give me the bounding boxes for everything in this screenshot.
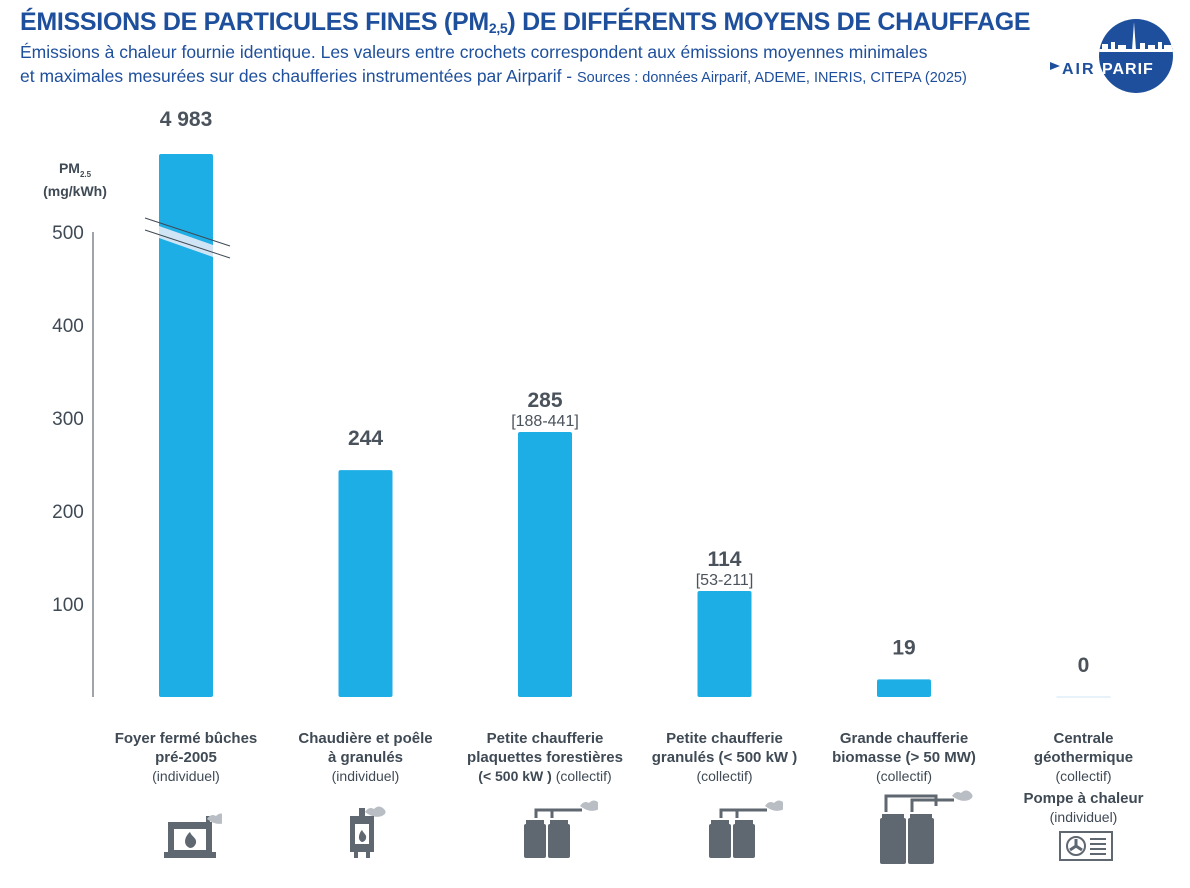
category-sub: (collectif) xyxy=(1055,768,1112,784)
data-label: 244 xyxy=(348,427,383,450)
airparif-logo: AIR PARIF xyxy=(1050,19,1173,93)
category-label: Petite chaufferie plaquettes forestières (… xyxy=(455,729,635,786)
bar xyxy=(338,470,393,697)
bar xyxy=(697,590,752,697)
data-label: 285 xyxy=(527,389,562,412)
category-label: Petite chaufferie granulés (< 500 kW ) (co… xyxy=(635,729,815,786)
y-tick-label: 500 xyxy=(52,223,84,244)
y-tick-label: 100 xyxy=(52,595,84,616)
bar xyxy=(518,431,572,697)
y-axis-label: PM2.5 xyxy=(58,160,92,179)
category-line: Centrale xyxy=(1053,730,1114,747)
category-line: granulés (< 500 kW ) xyxy=(651,749,798,766)
category-label: Centrale géothermique (collectif) Pompe à c… xyxy=(994,729,1174,827)
category-label: Foyer fermé bûches pré-2005 (individuel) xyxy=(96,729,276,786)
large-biomass-plant-icon xyxy=(876,790,976,871)
category-label: Chaudière et poêle à granulés (individuel) xyxy=(276,729,456,786)
category-line: Foyer fermé bûches xyxy=(114,730,258,747)
axis-break-line xyxy=(144,229,231,259)
category-sub: (< 500 kW ) (collectif) xyxy=(478,768,612,784)
category-sub: (individuel) xyxy=(331,768,400,784)
range-label: [53-211] xyxy=(696,572,754,589)
small-boiler-plant-icon xyxy=(703,800,786,865)
chart-title: ÉMISSIONS DE PARTICULES FINES (PM2,5) DE… xyxy=(20,8,1031,36)
fireplace-icon xyxy=(162,812,228,867)
y-tick-label: 300 xyxy=(52,409,84,430)
svg-text:AIR: AIR xyxy=(1062,61,1096,78)
chart-subtitle-line2: et maximales mesurées sur des chaufferie… xyxy=(20,66,967,86)
category-line: à granulés xyxy=(327,749,404,766)
chart-subtitle-line1: Émissions à chaleur fournie identique. L… xyxy=(20,42,928,62)
category-label: Grande chaufferie biomasse (> 50 MW) (coll… xyxy=(814,729,994,786)
category-line: Grande chaufferie xyxy=(839,730,969,747)
data-label: 19 xyxy=(892,636,915,659)
category-line: Petite chaufferie xyxy=(486,730,604,747)
category-extra-sub: (individuel) xyxy=(1049,809,1118,825)
svg-text:PARIF: PARIF xyxy=(1102,61,1154,78)
bar xyxy=(877,679,931,697)
small-boiler-plant-icon xyxy=(518,800,601,865)
category-line: biomasse (> 50 MW) xyxy=(832,749,976,766)
axis-break-band xyxy=(159,226,213,257)
chart-sources: Sources : données Airparif, ADEME, INERI… xyxy=(577,70,967,86)
category-sub: (collectif) xyxy=(875,768,932,784)
category-line: Petite chaufferie xyxy=(666,730,783,747)
category-line: plaquettes forestières xyxy=(467,749,623,766)
pellet-stove-icon xyxy=(346,806,396,867)
range-label: [188-441] xyxy=(511,413,579,430)
data-label: 0 xyxy=(1078,654,1090,677)
y-axis-unit: (mg/kWh) xyxy=(43,183,107,199)
category-line: Chaudière et poêle xyxy=(298,730,433,747)
category-sub: (collectif) xyxy=(696,768,753,784)
y-tick-label: 200 xyxy=(52,502,84,523)
y-tick-label: 400 xyxy=(52,316,84,337)
data-label: 114 xyxy=(708,548,742,571)
axis-break-line xyxy=(144,217,231,247)
category-extra-line: Pompe à chaleur xyxy=(1023,790,1144,807)
category-line: pré-2005 xyxy=(155,749,217,766)
heat-pump-icon xyxy=(1058,830,1118,869)
category-sub: (individuel) xyxy=(152,768,220,784)
data-label: 4 983 xyxy=(160,108,213,131)
category-line: géothermique xyxy=(1033,749,1134,766)
bar xyxy=(159,154,213,697)
